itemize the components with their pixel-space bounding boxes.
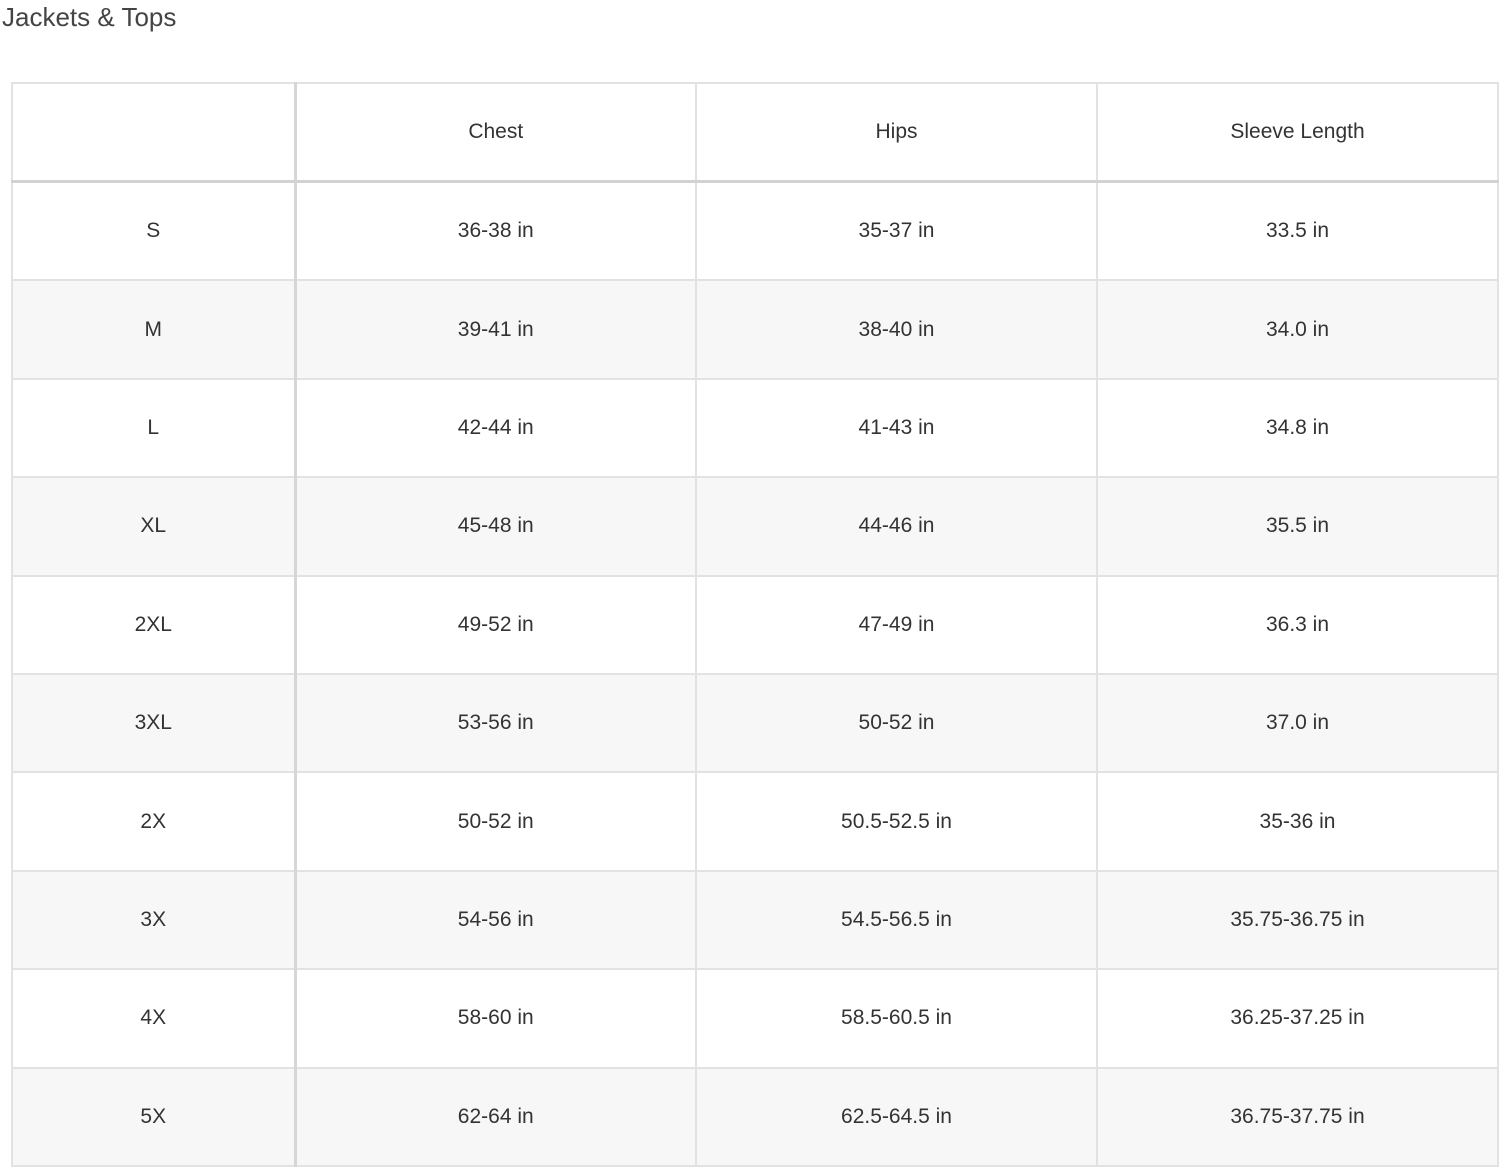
table-row: XL 45-48 in 44-46 in 35.5 in (11, 476, 1499, 577)
table-row: 2X 50-52 in 50.5-52.5 in 35-36 in (11, 771, 1499, 872)
table-row: 5X 62-64 in 62.5-64.5 in 36.75-37.75 in (11, 1066, 1499, 1167)
size-label: L (11, 377, 297, 479)
size-label: 5X (11, 1066, 297, 1167)
column-header: Sleeve Length (1096, 82, 1499, 183)
size-label: 2X (11, 771, 297, 872)
table-cell: 62.5-64.5 in (695, 1066, 1098, 1167)
table-cell: 35-37 in (695, 180, 1098, 282)
table-cell: 36-38 in (294, 180, 697, 282)
table-cell: 44-46 in (695, 476, 1098, 577)
table-cell: 36.3 in (1096, 574, 1499, 675)
table-cell: 35.5 in (1096, 476, 1499, 577)
table-cell: 42-44 in (294, 377, 697, 479)
table-cell: 39-41 in (294, 279, 697, 380)
table-cell: 41-43 in (695, 377, 1098, 479)
header-row: Chest Hips Sleeve Length (11, 82, 1499, 183)
table-row: M 39-41 in 38-40 in 34.0 in (11, 279, 1499, 380)
table-cell: 33.5 in (1096, 180, 1499, 282)
table-cell: 54.5-56.5 in (695, 869, 1098, 971)
table-row: L 42-44 in 41-43 in 34.8 in (11, 377, 1499, 479)
page-title: Jackets & Tops (2, 2, 177, 32)
table-cell: 45-48 in (294, 476, 697, 577)
table-cell: 35.75-36.75 in (1096, 869, 1499, 971)
size-label: 2XL (11, 574, 297, 675)
column-header: Hips (695, 82, 1098, 183)
table-row: 4X 58-60 in 58.5-60.5 in 36.25-37.25 in (11, 968, 1499, 1069)
size-label: 4X (11, 968, 297, 1069)
table-cell: 62-64 in (294, 1066, 697, 1167)
table-cell: 50.5-52.5 in (695, 771, 1098, 872)
size-label: XL (11, 476, 297, 577)
table-cell: 54-56 in (294, 869, 697, 971)
column-header: Chest (294, 82, 697, 183)
table-cell: 34.8 in (1096, 377, 1499, 479)
table-cell: 36.25-37.25 in (1096, 968, 1499, 1069)
table-row: 3X 54-56 in 54.5-56.5 in 35.75-36.75 in (11, 869, 1499, 971)
table-row: S 36-38 in 35-37 in 33.5 in (11, 180, 1499, 282)
size-label: 3X (11, 869, 297, 971)
size-chart-table: Chest Hips Sleeve Length S 36-38 in 35-37 in… (11, 82, 1499, 1167)
table-cell: 47-49 in (695, 574, 1098, 675)
table-cell: 36.75-37.75 in (1096, 1066, 1499, 1167)
table-cell: 35-36 in (1096, 771, 1499, 872)
table-cell: 58-60 in (294, 968, 697, 1069)
size-label: 3XL (11, 672, 297, 774)
column-header (11, 82, 297, 183)
table-cell: 37.0 in (1096, 672, 1499, 774)
table-row: 3XL 53-56 in 50-52 in 37.0 in (11, 672, 1499, 774)
table-cell: 58.5-60.5 in (695, 968, 1098, 1069)
table-cell: 50-52 in (294, 771, 697, 872)
table-row: 2XL 49-52 in 47-49 in 36.3 in (11, 574, 1499, 675)
table-cell: 38-40 in (695, 279, 1098, 380)
table-cell: 50-52 in (695, 672, 1098, 774)
table-cell: 53-56 in (294, 672, 697, 774)
table-cell: 34.0 in (1096, 279, 1499, 380)
table-cell: 49-52 in (294, 574, 697, 675)
size-label: M (11, 279, 297, 380)
size-label: S (11, 180, 297, 282)
